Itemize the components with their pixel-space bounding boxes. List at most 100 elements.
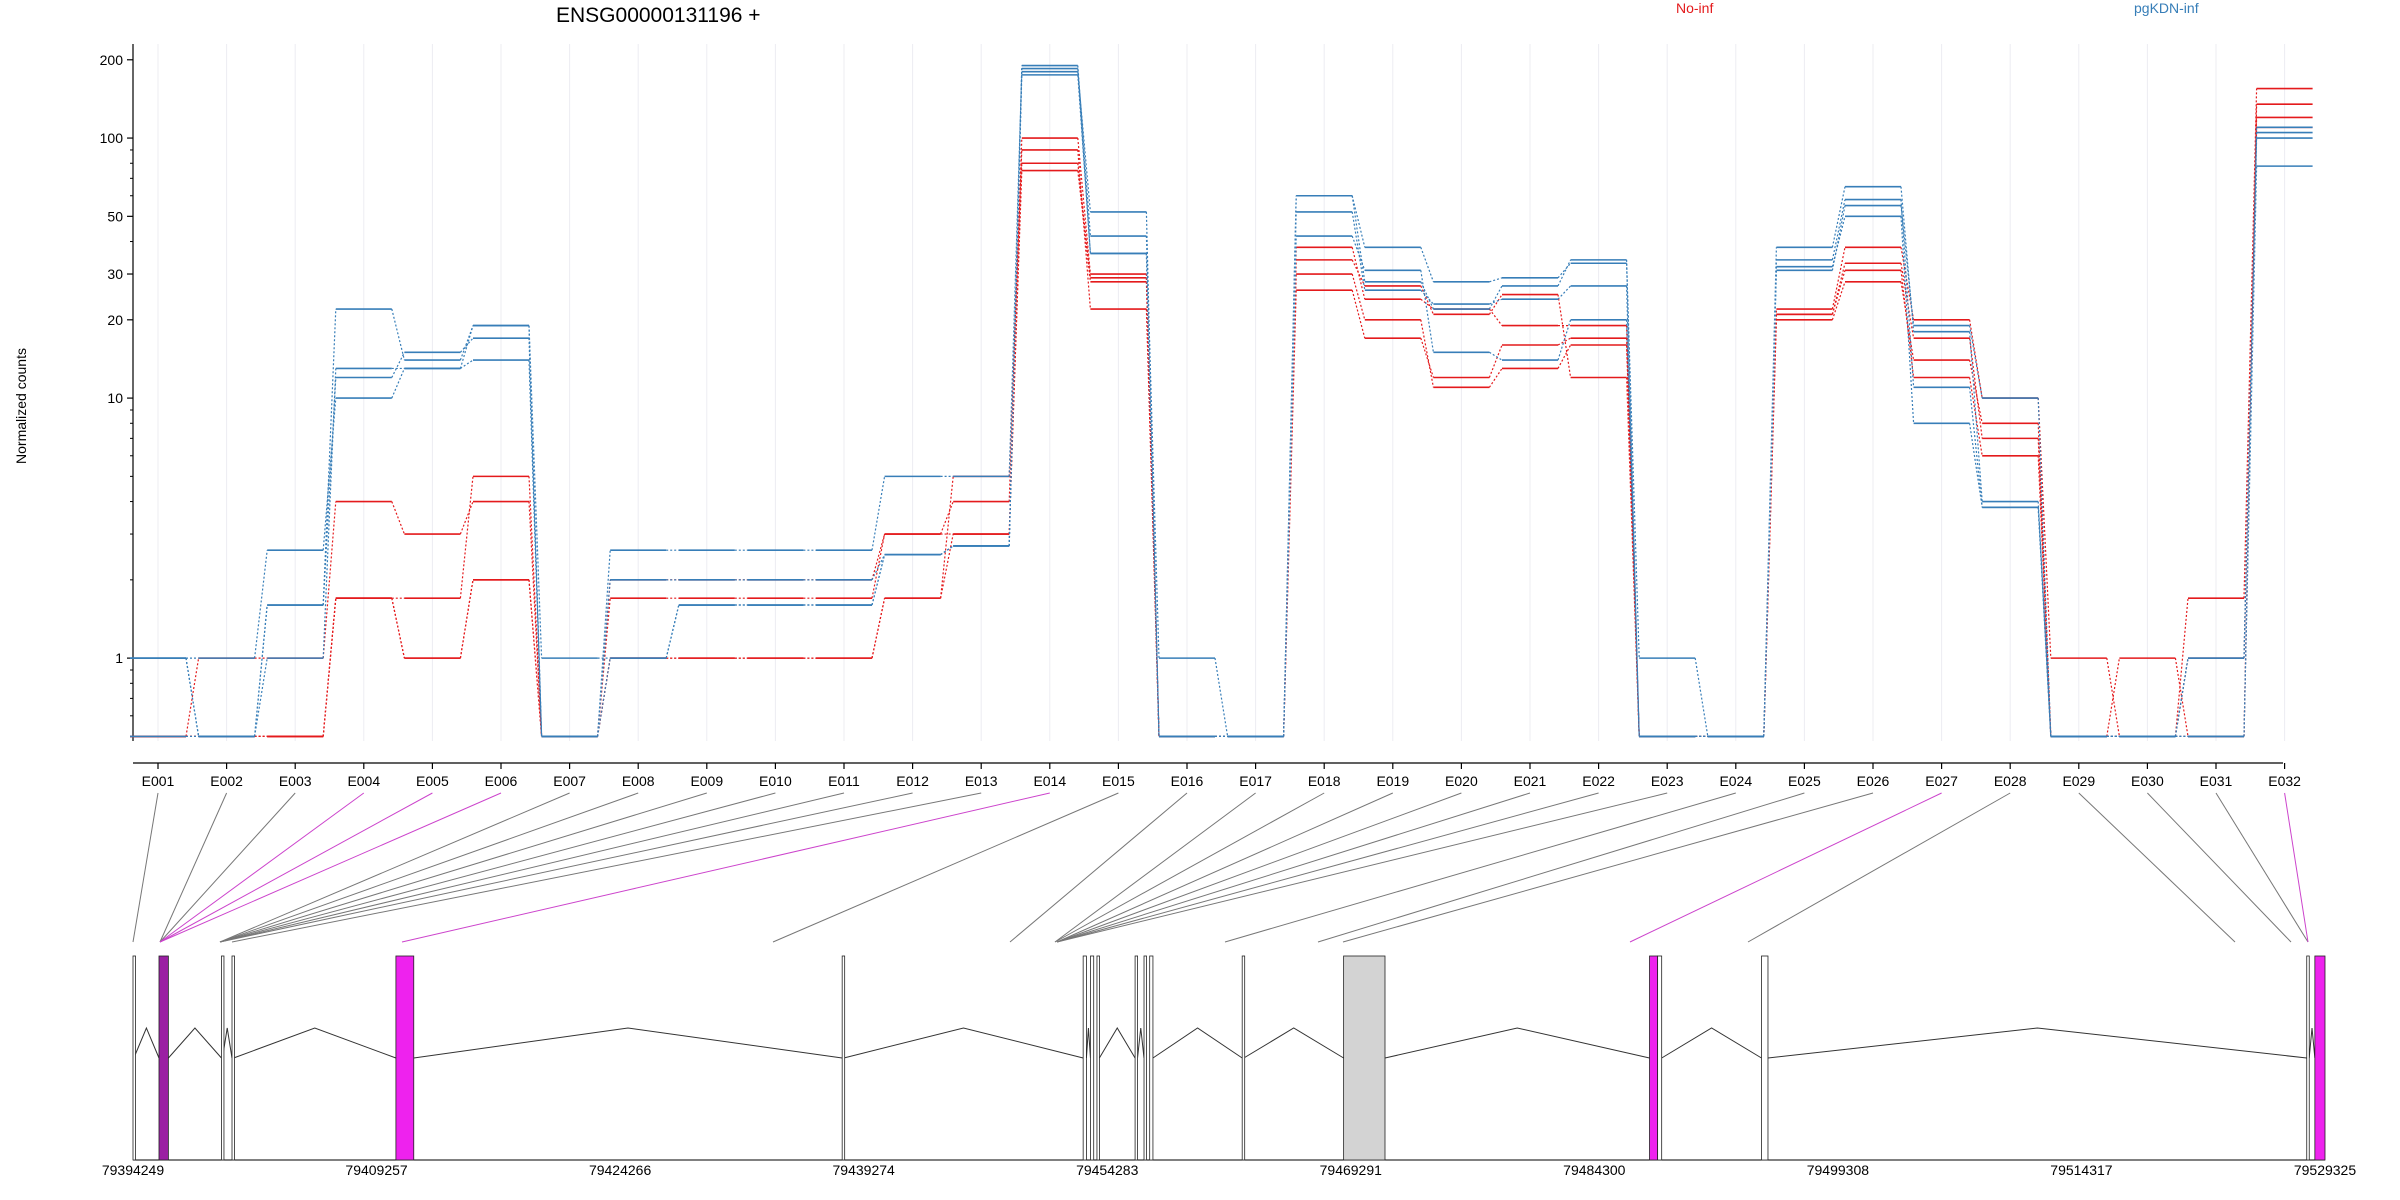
x-tick-label: E019 [1376, 773, 1409, 789]
series-transition [1008, 68, 1023, 546]
series-transition [185, 658, 200, 737]
intron [1098, 1027, 1136, 1059]
series-transition [1900, 281, 1915, 361]
chart-title: ENSG00000131196 + [556, 4, 761, 27]
series-transition [322, 398, 337, 551]
series-transition [1077, 149, 1091, 310]
series-transition [528, 325, 543, 659]
series-transition [254, 658, 268, 737]
series-transition [1900, 205, 1915, 326]
series-transition [185, 658, 200, 737]
series-transition [1557, 285, 1572, 300]
x-tick-label: E009 [690, 773, 723, 789]
series-no-inf-0 [130, 116, 2313, 738]
x-tick-label: E032 [2268, 773, 2301, 789]
series-transition [2174, 658, 2189, 737]
exon-connector [159, 792, 433, 943]
intron [1085, 1027, 1091, 1059]
genomic-position-label: 79469291 [1320, 1162, 1383, 1178]
series-transition [1900, 199, 1915, 388]
intron [1767, 1027, 2307, 1059]
series-transition [254, 550, 268, 659]
series-pgkdn-inf-7 [130, 67, 2313, 738]
exon-block [132, 955, 136, 1161]
genomic-position-label: 79424266 [589, 1162, 652, 1178]
series-transition [1420, 319, 1434, 388]
series-transition [1969, 325, 1983, 399]
series-no-inf-1 [130, 103, 2313, 738]
exon-connector [1629, 792, 1942, 943]
series-transition [1969, 331, 1983, 502]
exon-connector [159, 792, 296, 943]
intron [1661, 1027, 1762, 1059]
series-transition [1077, 138, 1091, 275]
exon-connector [1054, 792, 1325, 943]
y-tick-label: 10 [107, 390, 123, 406]
x-tick-label: E020 [1445, 773, 1478, 789]
series-transition [1351, 195, 1366, 248]
series-transition [391, 308, 405, 361]
exon-connector [159, 792, 365, 943]
series-no-inf-3 [130, 126, 2313, 738]
series-transition [1969, 387, 1983, 508]
series-transition [597, 658, 611, 737]
series-transition [2174, 598, 2189, 737]
x-tick-label: E017 [1239, 773, 1272, 789]
series-transition [871, 554, 886, 606]
series-transition [1420, 247, 1434, 283]
series-transition [1420, 285, 1434, 315]
series-transition [322, 377, 337, 606]
y-axis-label: Normalized counts [13, 348, 29, 464]
exon-block [1649, 955, 1659, 1161]
series-transition [597, 658, 611, 737]
series-transition [2106, 658, 2120, 737]
exon-block [1143, 955, 1147, 1161]
series-transition [1351, 195, 1366, 282]
exon-connector [2215, 792, 2309, 943]
series-transition [1763, 314, 1777, 737]
series-transition [1489, 277, 1503, 283]
genomic-position-label: 79529325 [2294, 1162, 2357, 1178]
series-transition [597, 550, 611, 737]
exon-connector [772, 792, 1119, 943]
intron [1384, 1027, 1650, 1059]
series-transition [459, 337, 474, 353]
x-tick-label: E021 [1514, 773, 1547, 789]
series-transition [940, 501, 954, 535]
series-transition [459, 325, 474, 369]
series-transition [1351, 259, 1366, 287]
series-pgkdn-inf-4 [130, 64, 2313, 738]
exon-block [1657, 955, 1663, 1161]
series-transition [1489, 298, 1503, 305]
x-tick-label: E026 [1857, 773, 1890, 789]
series-transition [1626, 285, 1640, 737]
series-transition [597, 598, 611, 737]
intron [168, 1027, 222, 1059]
series-transition [1488, 344, 1503, 378]
exon-connector [1054, 792, 1256, 943]
series-transition [459, 579, 474, 659]
x-tick-label: E027 [1925, 773, 1958, 789]
series-transition [1214, 658, 1229, 737]
exon-connector [1317, 792, 1805, 943]
exon-connector [219, 792, 570, 943]
series-transition [1831, 216, 1846, 267]
series-transition [1145, 236, 1160, 659]
series-transition [871, 476, 886, 551]
series-transition [1557, 262, 1572, 279]
series-transition [1489, 351, 1503, 361]
exon-block [1134, 955, 1138, 1161]
exon-block [1241, 955, 1246, 1161]
exon-block [1096, 955, 1100, 1161]
exon-block [221, 955, 225, 1161]
series-transition [459, 476, 474, 599]
genomic-position-label: 79499308 [1807, 1162, 1870, 1178]
series-transition [597, 658, 611, 737]
series-transition [254, 604, 268, 737]
exon-connector [219, 792, 913, 943]
series-transition [1763, 314, 1777, 737]
exon-connector [1747, 792, 2011, 943]
intron [413, 1027, 843, 1059]
series-transition [2037, 455, 2052, 737]
series-transition [1008, 163, 1023, 535]
